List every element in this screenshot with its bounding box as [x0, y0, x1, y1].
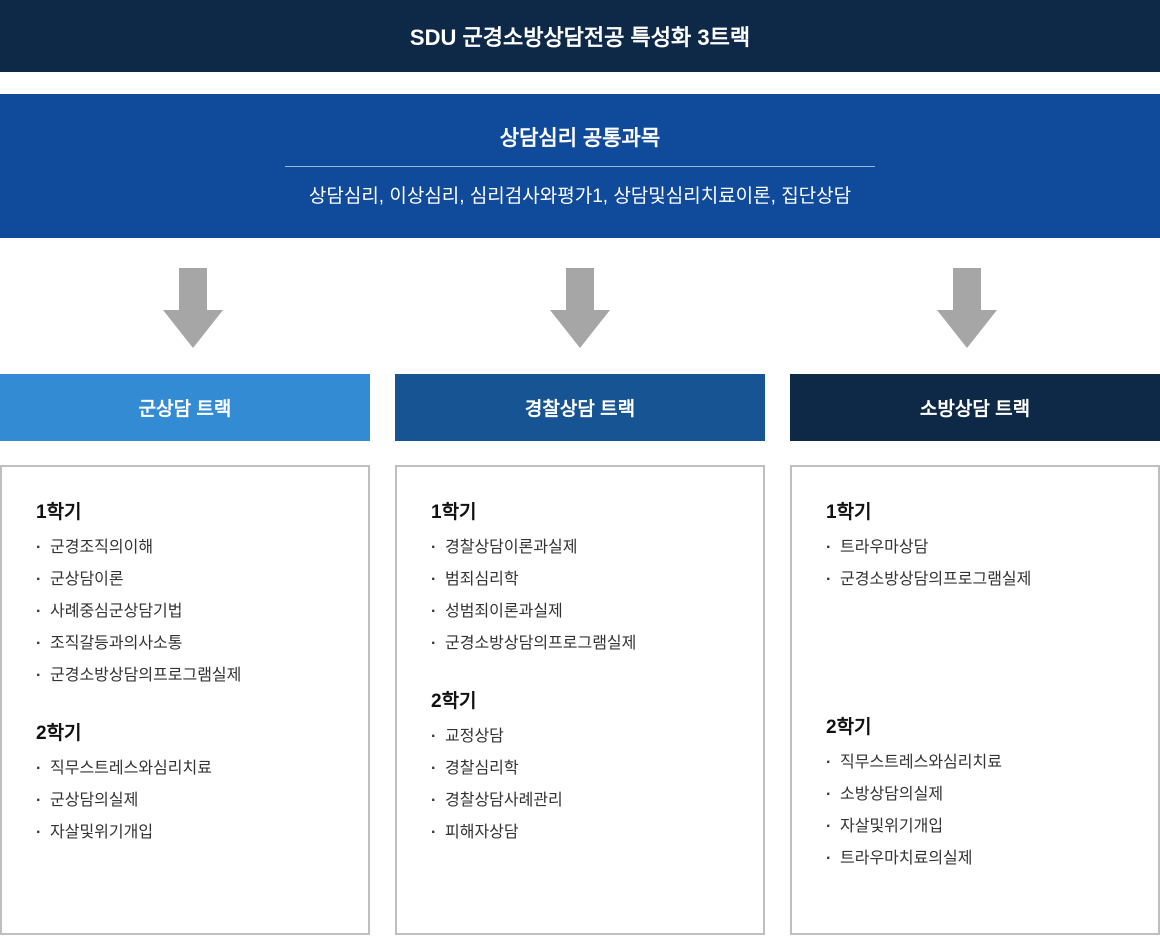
course-item: 군경소방상담의프로그램실제 — [826, 568, 1124, 592]
semester-block: 1학기트라우마상담군경소방상담의프로그램실제 — [826, 497, 1124, 592]
course-item: 경찰상담이론과실제 — [431, 536, 729, 560]
common-subjects-list: 상담심리, 이상심리, 심리검사와평가1, 상담및심리치료이론, 집단상담 — [0, 181, 1160, 208]
course-item: 직무스트레스와심리치료 — [826, 751, 1124, 775]
down-arrow-icon — [773, 268, 1160, 348]
course-item: 피해자상담 — [431, 821, 729, 845]
semester-block: 2학기교정상담경찰심리학경찰상담사례관리피해자상담 — [431, 686, 729, 845]
track-column: 경찰상담 트랙 1학기경찰상담이론과실제범죄심리학성범죄이론과실제군경소방상담의프… — [395, 374, 765, 935]
course-item: 성범죄이론과실제 — [431, 600, 729, 624]
course-item: 트라우마상담 — [826, 536, 1124, 560]
common-subjects-title: 상담심리 공통과목 — [0, 122, 1160, 166]
course-item: 경찰상담사례관리 — [431, 789, 729, 813]
course-item: 범죄심리학 — [431, 568, 729, 592]
course-list: 트라우마상담군경소방상담의프로그램실제 — [826, 536, 1124, 592]
semester-title: 1학기 — [36, 497, 334, 524]
page-title-bar: SDU 군경소방상담전공 특성화 3트랙 — [0, 0, 1160, 72]
course-item: 자살및위기개입 — [36, 821, 334, 845]
semester-title: 1학기 — [431, 497, 729, 524]
course-item: 군경소방상담의프로그램실제 — [36, 664, 334, 688]
course-list: 직무스트레스와심리치료소방상담의실제자살및위기개입트라우마치료의실제 — [826, 751, 1124, 871]
track-body: 1학기트라우마상담군경소방상담의프로그램실제 2학기직무스트레스와심리치료소방상담… — [790, 465, 1160, 935]
semester-title: 2학기 — [36, 718, 334, 745]
course-item: 조직갈등과의사소통 — [36, 632, 334, 656]
track-header: 경찰상담 트랙 — [395, 374, 765, 441]
semester-title: 2학기 — [431, 686, 729, 713]
course-list: 교정상담경찰심리학경찰상담사례관리피해자상담 — [431, 725, 729, 845]
course-list: 군경조직의이해군상담이론사례중심군상담기법조직갈등과의사소통군경소방상담의프로그… — [36, 536, 334, 688]
tracks-row: 군상담 트랙1학기군경조직의이해군상담이론사례중심군상담기법조직갈등과의사소통군… — [0, 374, 1160, 935]
semester-block: 1학기군경조직의이해군상담이론사례중심군상담기법조직갈등과의사소통군경소방상담의… — [36, 497, 334, 688]
semester-block: 1학기경찰상담이론과실제범죄심리학성범죄이론과실제군경소방상담의프로그램실제 — [431, 497, 729, 656]
track-column: 소방상담 트랙 1학기트라우마상담군경소방상담의프로그램실제 2학기직무스트레스와심… — [790, 374, 1160, 935]
course-list: 직무스트레스와심리치료군상담의실제자살및위기개입 — [36, 757, 334, 845]
down-arrow-icon — [0, 268, 387, 348]
course-item: 군상담이론 — [36, 568, 334, 592]
track-header: 군상담 트랙 — [0, 374, 370, 441]
arrows-row — [0, 238, 1160, 374]
track-header: 소방상담 트랙 — [790, 374, 1160, 441]
course-item: 교정상담 — [431, 725, 729, 749]
semester-block: 2학기직무스트레스와심리치료군상담의실제자살및위기개입 — [36, 718, 334, 845]
course-list: 경찰상담이론과실제범죄심리학성범죄이론과실제군경소방상담의프로그램실제 — [431, 536, 729, 656]
course-item: 소방상담의실제 — [826, 783, 1124, 807]
course-item: 트라우마치료의실제 — [826, 847, 1124, 871]
track-body: 1학기군경조직의이해군상담이론사례중심군상담기법조직갈등과의사소통군경소방상담의… — [0, 465, 370, 935]
course-item: 직무스트레스와심리치료 — [36, 757, 334, 781]
common-subjects-box: 상담심리 공통과목상담심리, 이상심리, 심리검사와평가1, 상담및심리치료이론… — [0, 94, 1160, 238]
course-item: 군경소방상담의프로그램실제 — [431, 632, 729, 656]
course-item: 사례중심군상담기법 — [36, 600, 334, 624]
semester-block: 2학기직무스트레스와심리치료소방상담의실제자살및위기개입트라우마치료의실제 — [826, 712, 1124, 871]
down-arrow-icon — [387, 268, 774, 348]
track-body: 1학기경찰상담이론과실제범죄심리학성범죄이론과실제군경소방상담의프로그램실제 2학… — [395, 465, 765, 935]
semester-title: 1학기 — [826, 497, 1124, 524]
course-item: 군경조직의이해 — [36, 536, 334, 560]
semester-title: 2학기 — [826, 712, 1124, 739]
course-item: 군상담의실제 — [36, 789, 334, 813]
track-column: 군상담 트랙1학기군경조직의이해군상담이론사례중심군상담기법조직갈등과의사소통군… — [0, 374, 370, 935]
divider — [285, 166, 875, 167]
course-item: 자살및위기개입 — [826, 815, 1124, 839]
course-item: 경찰심리학 — [431, 757, 729, 781]
